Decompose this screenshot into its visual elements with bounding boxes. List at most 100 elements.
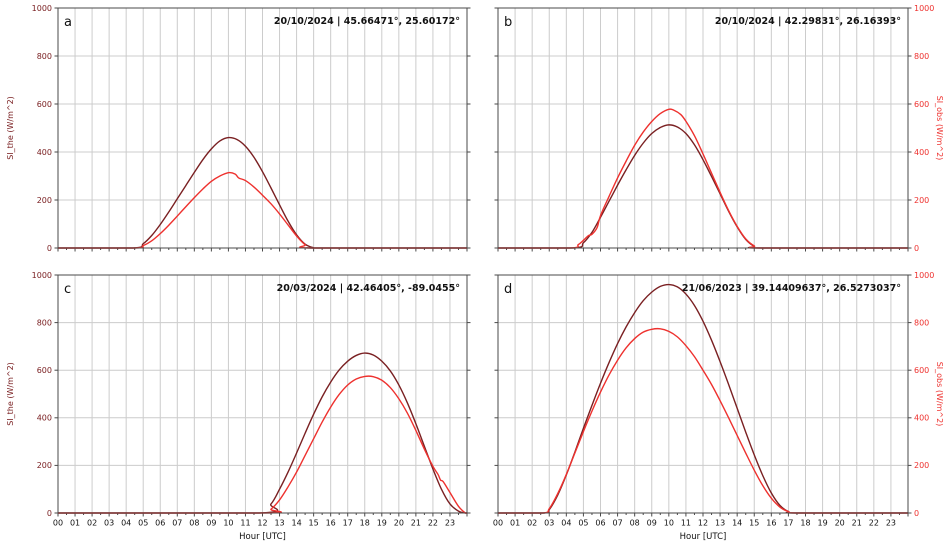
xtick-label-d: 03 (544, 519, 554, 528)
xtick-label-c: 12 (257, 519, 267, 528)
ytick-label-a: 1000 (32, 4, 52, 13)
ytick-label-a: 0 (47, 244, 52, 253)
axes-spines-a (57, 7, 468, 249)
ytick-label-b: 600 (914, 100, 929, 109)
ytick-label-c: 800 (37, 318, 52, 327)
xtick-label-d: 02 (527, 519, 537, 528)
xtick-label-d: 00 (493, 519, 503, 528)
xtick-label-c: 04 (121, 519, 131, 528)
si-obs-curve-c (58, 375, 467, 514)
panel-letter-a: a (64, 15, 72, 30)
y-axis-title-right-row2: SI_obs (W/m^2) (935, 362, 944, 427)
xtick-label-c: 08 (189, 519, 199, 528)
xtick-label-c: 02 (87, 519, 97, 528)
axes-spines-d (497, 274, 909, 514)
xtick-label-d: 17 (783, 519, 793, 528)
xtick-label-d: 14 (732, 519, 742, 528)
panel-b: 0 200 400 600 800 1000 b 20/10/2024 | 42.29831°… (494, 4, 934, 253)
xtick-label-d: 07 (612, 519, 622, 528)
si-the-curve-c (58, 352, 467, 514)
xtick-label-c: 01 (70, 519, 80, 528)
ytick-label-c: 400 (37, 414, 52, 423)
ytick-label-b: 1000 (914, 4, 934, 13)
si-obs-curve-a (58, 171, 467, 249)
xtick-label-d: 20 (835, 519, 845, 528)
xtick-label-d: 10 (664, 519, 674, 528)
ytick-label-b: 800 (914, 52, 929, 61)
xtick-label-d: 01 (510, 519, 520, 528)
ytick-label-a: 600 (37, 100, 52, 109)
xtick-label-d: 06 (595, 519, 605, 528)
gridlines-c (58, 275, 467, 513)
annotation-d: 21/06/2023 | 39.14409637°, 26.5273037° (682, 283, 901, 294)
si-obs-curve-b (498, 108, 908, 249)
panel-letter-b: b (504, 15, 512, 30)
xtick-label-c: 19 (377, 519, 387, 528)
panel-letter-d: d (504, 282, 512, 297)
panel-letter-c: c (64, 282, 71, 297)
xtick-label-d: 13 (715, 519, 725, 528)
ytick-label-b: 200 (914, 196, 929, 205)
y-axis-title-left-row2: SI_the (W/m^2) (6, 362, 15, 426)
axes-spines-c (57, 274, 468, 514)
panel-a: 0 200 400 600 800 1000 a 20/10/2024 | 45.66471°… (32, 4, 471, 253)
ytick-label-b: 400 (914, 148, 929, 157)
ytick-label-d: 400 (914, 414, 929, 423)
xtick-label-d: 12 (698, 519, 708, 528)
x-axis-title-d: Hour [UTC] (680, 532, 727, 542)
xtick-label-d: 23 (886, 519, 896, 528)
ytick-label-b: 0 (914, 244, 919, 253)
y-axis-title-left-row1: SI_the (W/m^2) (6, 96, 15, 160)
ytick-label-c: 0 (47, 509, 52, 518)
xtick-label-d: 15 (749, 519, 759, 528)
xtick-label-d: 18 (800, 519, 810, 528)
axes-spines-b (497, 7, 909, 249)
ytick-label-d: 800 (914, 318, 929, 327)
ytick-label-d: 200 (914, 461, 929, 470)
xtick-label-c: 23 (445, 519, 455, 528)
xtick-label-c: 18 (360, 519, 370, 528)
si-obs-curve-d (498, 327, 908, 514)
xtick-label-d: 21 (852, 519, 862, 528)
ytick-label-d: 600 (914, 366, 929, 375)
ytick-label-a: 200 (37, 196, 52, 205)
xtick-label-c: 07 (172, 519, 182, 528)
ytick-label-a: 400 (37, 148, 52, 157)
xtick-label-d: 19 (817, 519, 827, 528)
xtick-label-d: 05 (578, 519, 588, 528)
y-axis-title-right-row1: SI_obs (W/m^2) (935, 96, 944, 161)
gridlines-d (498, 275, 908, 513)
xtick-label-c: 09 (206, 519, 216, 528)
xtick-label-d: 11 (681, 519, 691, 528)
xtick-label-c: 05 (138, 519, 148, 528)
gridlines-b (498, 8, 908, 248)
ytick-label-c: 1000 (32, 271, 52, 280)
xtick-label-c: 15 (309, 519, 319, 528)
xtick-label-c: 13 (274, 519, 284, 528)
gridlines-a (58, 8, 467, 248)
ytick-label-a: 800 (37, 52, 52, 61)
xtick-label-d: 09 (647, 519, 657, 528)
xtick-label-c: 21 (411, 519, 421, 528)
xtick-label-d: 08 (630, 519, 640, 528)
xtick-label-d: 22 (869, 519, 879, 528)
annotation-a: 20/10/2024 | 45.66471°, 25.60172° (274, 16, 460, 27)
ytick-label-c: 600 (37, 366, 52, 375)
x-axis-title-c: Hour [UTC] (239, 532, 286, 542)
xtick-label-c: 03 (104, 519, 114, 528)
xtick-label-d: 04 (561, 519, 571, 528)
xtick-label-c: 22 (428, 519, 438, 528)
xtick-label-c: 14 (291, 519, 301, 528)
ytick-label-d: 0 (914, 509, 919, 518)
panel-d: 0 200 400 600 800 1000 00 01 02 03 04 05 06 07 08 09 10 1… (493, 271, 934, 542)
xtick-label-c: 06 (155, 519, 165, 528)
ytick-label-d: 1000 (914, 271, 934, 280)
panel-c: 0 200 400 600 800 1000 00 01 02 03 04 05 06 07 08 09 10 1… (32, 271, 471, 542)
xtick-label-c: 20 (394, 519, 404, 528)
xtick-label-c: 11 (240, 519, 250, 528)
annotation-c: 20/03/2024 | 42.46405°, -89.0455° (277, 283, 460, 294)
ytick-label-c: 200 (37, 461, 52, 470)
xtick-label-c: 10 (223, 519, 233, 528)
